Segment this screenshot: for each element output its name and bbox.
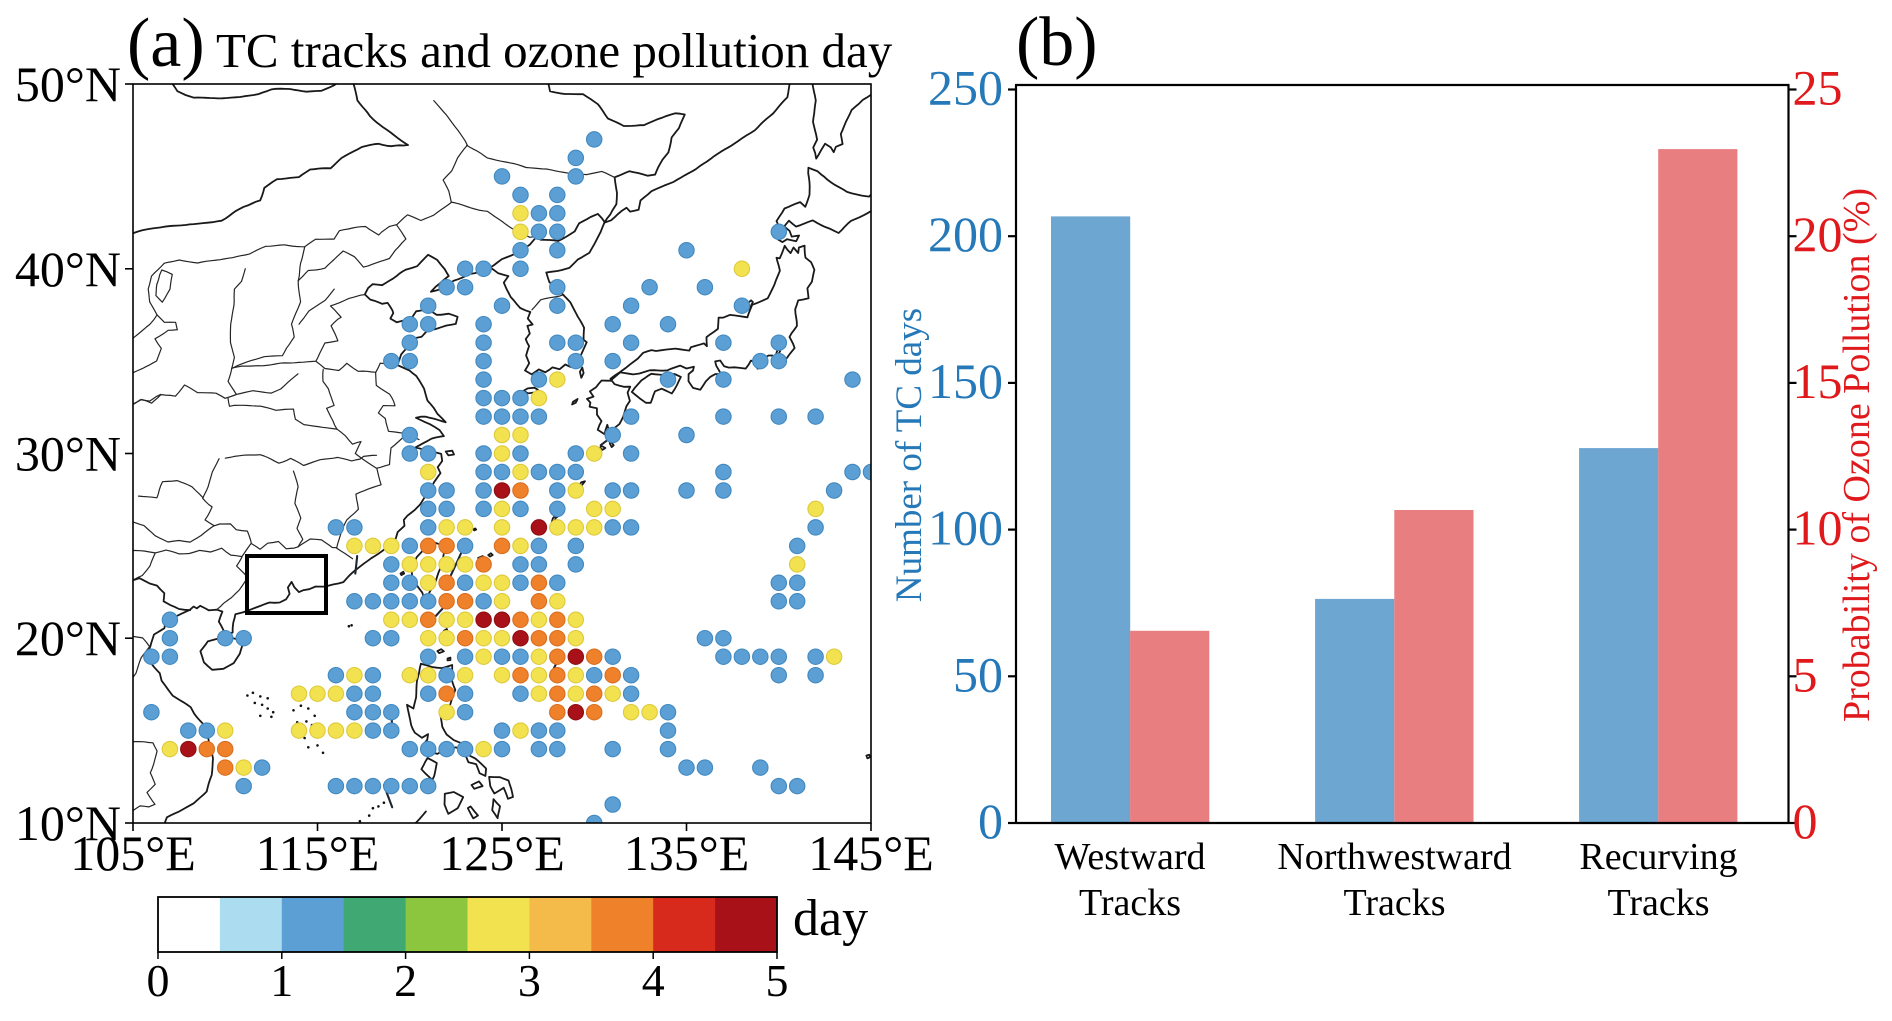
svg-text:30°N: 30°N bbox=[15, 426, 121, 482]
svg-text:0: 0 bbox=[147, 955, 170, 1006]
svg-text:145°E: 145°E bbox=[808, 825, 934, 881]
svg-text:(b): (b) bbox=[1016, 4, 1098, 81]
svg-text:3: 3 bbox=[518, 955, 541, 1006]
svg-text:0: 0 bbox=[978, 793, 1003, 849]
svg-text:20: 20 bbox=[1793, 206, 1843, 262]
svg-text:25: 25 bbox=[1793, 60, 1843, 116]
svg-text:5: 5 bbox=[766, 955, 789, 1006]
svg-text:105°E: 105°E bbox=[70, 825, 196, 881]
svg-text:5: 5 bbox=[1793, 646, 1818, 702]
svg-text:Westward: Westward bbox=[1055, 836, 1206, 878]
svg-text:day: day bbox=[793, 890, 868, 947]
svg-text:50°N: 50°N bbox=[15, 56, 121, 112]
svg-text:4: 4 bbox=[642, 955, 665, 1006]
svg-text:50: 50 bbox=[953, 646, 1003, 702]
svg-text:1: 1 bbox=[270, 955, 293, 1006]
svg-text:(a): (a) bbox=[127, 5, 205, 82]
svg-text:10°N: 10°N bbox=[15, 795, 121, 851]
svg-text:200: 200 bbox=[928, 206, 1003, 262]
svg-text:Northwestward: Northwestward bbox=[1277, 836, 1511, 878]
svg-text:TC tracks and ozone pollution: TC tracks and ozone pollution day bbox=[216, 23, 893, 78]
svg-text:Tracks: Tracks bbox=[1607, 882, 1709, 924]
svg-text:Number of TC days: Number of TC days bbox=[889, 308, 930, 602]
svg-text:125°E: 125°E bbox=[439, 825, 565, 881]
svg-text:100: 100 bbox=[928, 500, 1003, 556]
svg-text:0: 0 bbox=[1793, 793, 1818, 849]
svg-text:Tracks: Tracks bbox=[1343, 882, 1445, 924]
svg-text:150: 150 bbox=[928, 353, 1003, 409]
svg-text:Probability of Ozone Pollution: Probability of Ozone Pollution (%) bbox=[1836, 188, 1878, 722]
svg-text:115°E: 115°E bbox=[256, 825, 380, 881]
svg-text:Recurving: Recurving bbox=[1579, 836, 1737, 878]
svg-text:15: 15 bbox=[1793, 353, 1843, 409]
svg-text:135°E: 135°E bbox=[624, 825, 750, 881]
svg-text:40°N: 40°N bbox=[15, 241, 121, 297]
svg-text:10: 10 bbox=[1793, 500, 1843, 556]
svg-text:Tracks: Tracks bbox=[1079, 882, 1181, 924]
svg-text:20°N: 20°N bbox=[15, 610, 121, 666]
svg-text:250: 250 bbox=[928, 60, 1003, 116]
svg-text:2: 2 bbox=[394, 955, 417, 1006]
